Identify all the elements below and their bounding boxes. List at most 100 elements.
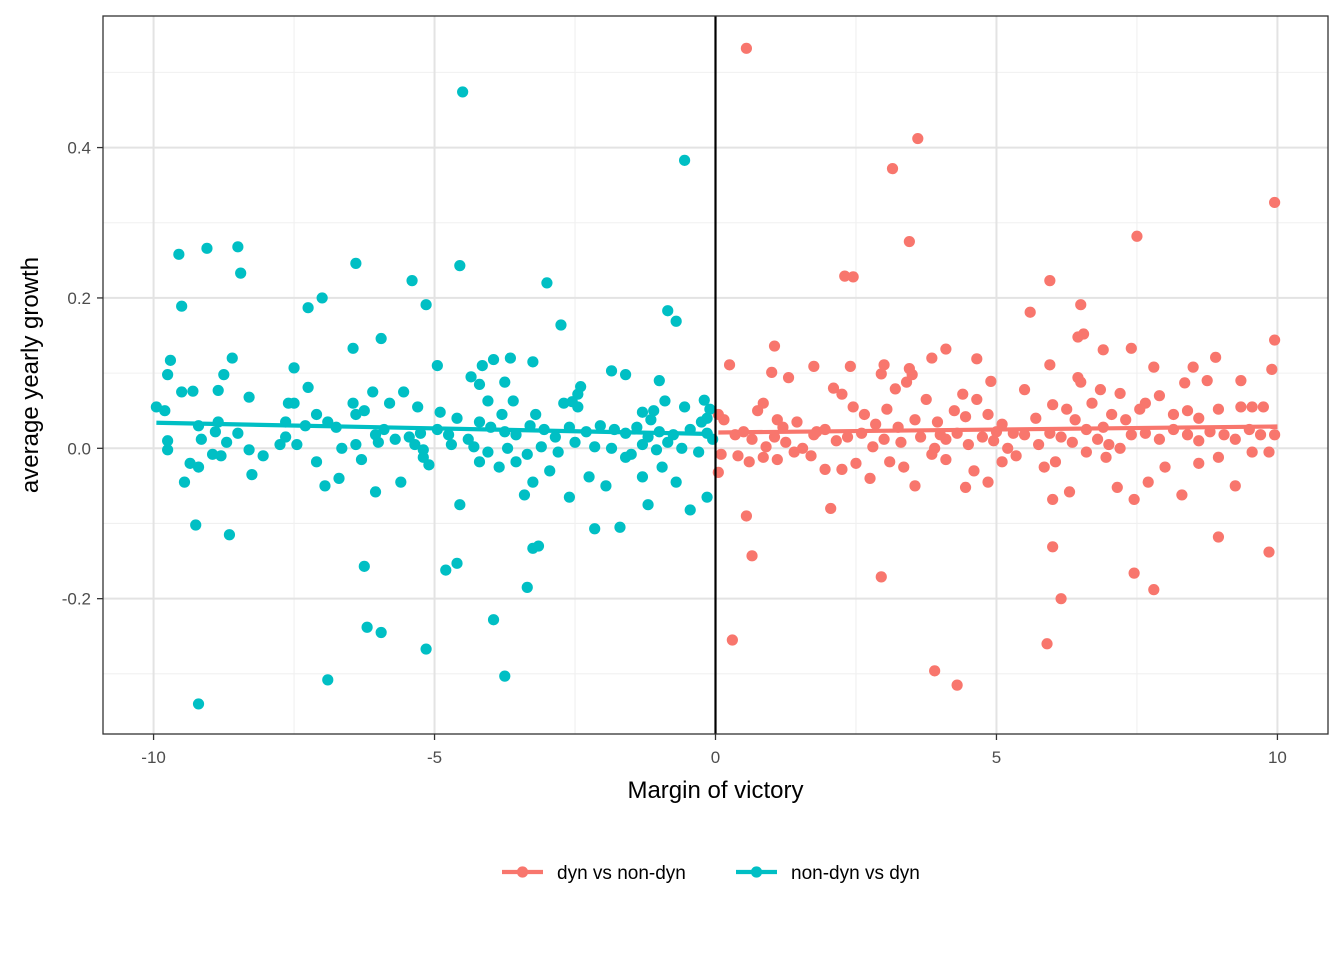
data-point	[150, 401, 162, 413]
data-point	[246, 469, 258, 481]
x-tick-label: 0	[711, 748, 720, 767]
data-point	[535, 441, 547, 453]
data-point	[898, 461, 910, 473]
data-point	[1044, 275, 1056, 287]
data-point	[718, 414, 730, 426]
data-point	[746, 433, 758, 445]
data-point	[1024, 306, 1036, 318]
data-point	[1061, 403, 1073, 415]
data-point	[465, 371, 477, 383]
data-point	[951, 679, 963, 691]
data-point	[1181, 405, 1194, 417]
data-point	[473, 456, 486, 468]
data-point	[336, 442, 348, 454]
data-point	[192, 461, 205, 473]
data-point	[395, 476, 407, 488]
data-point	[1002, 442, 1014, 454]
data-point	[1269, 334, 1281, 346]
data-point	[940, 453, 952, 466]
data-point	[195, 433, 207, 445]
data-point	[931, 416, 944, 428]
data-point	[766, 366, 778, 378]
trend-line	[718, 424, 1278, 435]
data-point	[499, 670, 511, 682]
data-point	[398, 386, 410, 398]
data-point	[1269, 429, 1281, 441]
data-point	[698, 394, 710, 406]
data-point	[589, 523, 601, 535]
data-point	[1193, 412, 1205, 424]
data-point	[440, 564, 452, 576]
data-point	[1075, 376, 1087, 388]
data-point	[968, 465, 980, 477]
data-point	[355, 453, 368, 466]
data-point	[223, 529, 236, 541]
data-point	[875, 368, 887, 380]
trend-lines	[156, 420, 1278, 437]
data-point	[1055, 593, 1067, 605]
data-point	[487, 614, 500, 626]
data-point	[1181, 429, 1194, 441]
data-point	[473, 416, 486, 428]
data-point	[1010, 450, 1022, 462]
data-point	[1066, 436, 1078, 448]
data-point	[982, 476, 994, 488]
data-point	[757, 451, 769, 463]
data-point	[1125, 429, 1137, 441]
data-point	[1235, 375, 1247, 387]
data-point	[496, 408, 508, 421]
data-point	[451, 557, 463, 569]
data-point	[451, 412, 463, 424]
y-axis-ticks: -0.2 0.0 0.2 0.4	[62, 139, 103, 609]
data-point	[412, 401, 424, 413]
data-point	[619, 369, 632, 381]
data-point	[757, 397, 769, 409]
data-point	[347, 397, 359, 409]
legend-label: dyn vs non-dyn	[557, 863, 686, 884]
data-point	[569, 436, 581, 448]
data-point	[361, 621, 373, 633]
data-point	[454, 260, 466, 272]
data-point	[743, 456, 755, 468]
data-point	[350, 257, 362, 269]
data-point	[1134, 403, 1146, 415]
data-point	[350, 438, 362, 451]
data-point	[1142, 476, 1154, 488]
data-point	[740, 42, 753, 54]
data-point	[996, 456, 1008, 468]
data-point	[1044, 359, 1056, 371]
data-point	[1159, 461, 1171, 473]
data-point	[1218, 429, 1230, 441]
data-point	[836, 388, 848, 400]
data-point	[957, 388, 969, 400]
data-point	[162, 369, 174, 381]
data-point	[1257, 401, 1269, 413]
data-point	[909, 480, 921, 492]
data-point	[645, 414, 657, 426]
data-point	[959, 411, 972, 423]
trend-line	[156, 420, 713, 437]
data-point	[875, 571, 887, 583]
data-point	[788, 446, 800, 458]
data-point	[1114, 442, 1126, 454]
data-point	[782, 372, 795, 384]
data-point	[1094, 384, 1107, 396]
data-point	[881, 403, 893, 415]
data-point	[827, 382, 840, 394]
data-point	[215, 450, 227, 462]
data-point	[768, 431, 781, 443]
data-point	[532, 540, 545, 552]
data-point	[501, 442, 514, 454]
x-axis-title: Margin of victory	[627, 777, 803, 804]
data-point	[878, 359, 890, 371]
data-point	[1229, 480, 1241, 492]
data-point	[1047, 399, 1059, 411]
data-point	[1069, 414, 1081, 426]
data-point	[903, 235, 915, 248]
data-point	[1086, 397, 1098, 409]
data-point	[1072, 331, 1084, 343]
data-point	[1153, 433, 1166, 445]
data-point	[693, 446, 705, 458]
data-point	[712, 466, 724, 478]
data-point	[504, 352, 516, 364]
